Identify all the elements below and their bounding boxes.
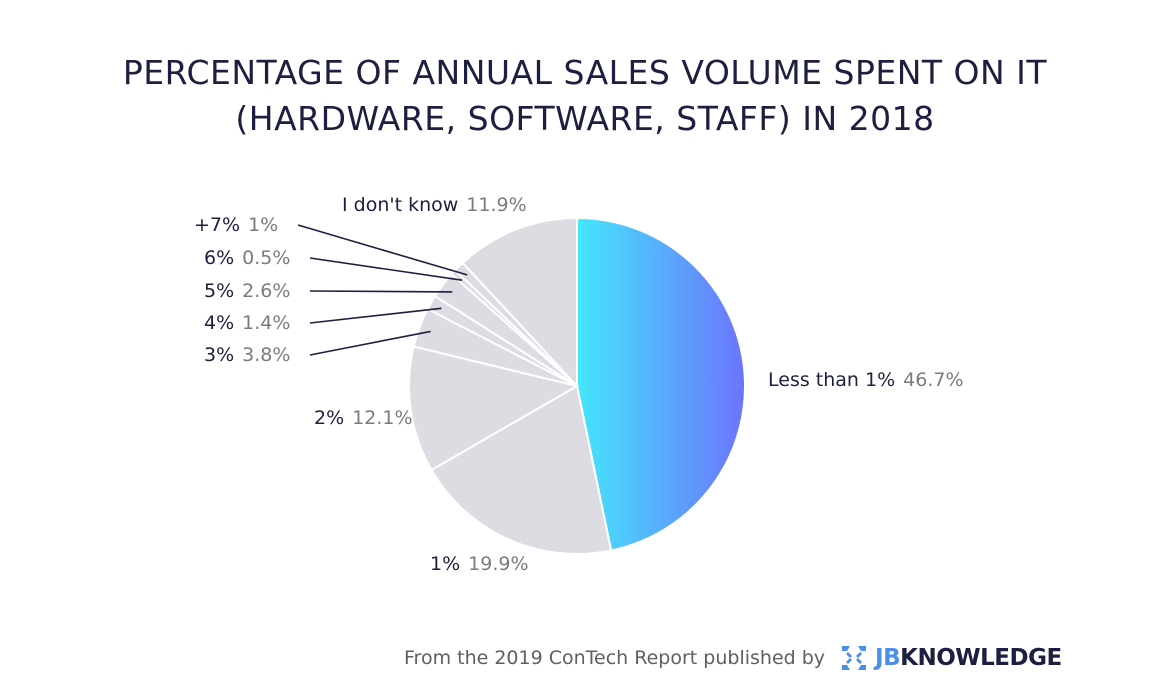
slice-label-7: +7% 1% (194, 214, 278, 236)
slice-category-i-don-t-know: I don't know (342, 194, 458, 216)
slice-category-3: 3% (204, 344, 234, 366)
slice-label-6: 6% 0.5% (204, 247, 290, 269)
leader-line-5 (309, 290, 453, 293)
pie-slice-i-don-t-know (461, 216, 578, 389)
slice-category-5: 5% (204, 280, 234, 302)
slice-category-6: 6% (204, 247, 234, 269)
slice-label-2: 2% 12.1% (314, 407, 413, 429)
slice-value-1: 19.9% (468, 553, 528, 575)
slice-value-less-than-1: 46.7% (903, 369, 963, 391)
footer: From the 2019 ConTech Report published b… (404, 641, 1164, 675)
chart-title-line-2: (HARDWARE, SOFTWARE, STAFF) IN 2018 (235, 99, 935, 138)
logo-suffix: KNOWLEDGE (900, 645, 1062, 671)
slice-value-7: 1% (248, 214, 278, 236)
chart-title-line-1: PERCENTAGE OF ANNUAL SALES VOLUME SPENT … (122, 53, 1048, 92)
jbknowledge-logo: JBKNOWLEDGE (839, 643, 1062, 673)
slice-label-1: 1% 19.9% (430, 553, 529, 575)
slice-value-4: 1.4% (242, 312, 290, 334)
slice-category-7: +7% (194, 214, 240, 236)
pie-slice-2 (408, 345, 580, 472)
pie-slice-1 (430, 384, 613, 555)
slice-value-5: 2.6% (242, 280, 290, 302)
slice-category-less-than-1: Less than 1% (768, 369, 895, 391)
chart-title: PERCENTAGE OF ANNUAL SALES VOLUME SPENT … (0, 50, 1170, 142)
slice-label-i-don-t-know: I don't know 11.9% (342, 194, 527, 216)
leader-line-6 (309, 257, 463, 282)
slice-label-less-than-1: Less than 1% 46.7% (768, 369, 964, 391)
jbknowledge-logo-icon (842, 646, 867, 670)
logo-prefix: JB (875, 645, 901, 671)
pie-slice-less-than-1 (576, 216, 746, 552)
footer-text: From the 2019 ConTech Report published b… (404, 647, 826, 669)
slice-label-3: 3% 3.8% (204, 344, 290, 366)
slice-value-6: 0.5% (242, 247, 290, 269)
slice-label-5: 5% 2.6% (204, 280, 290, 302)
slice-value-3: 3.8% (242, 344, 290, 366)
pie-chart: Less than 1% 46.7% 1% 19.9% 2% 12.1% 3% 3.8% 4% 1… (194, 194, 964, 575)
leader-line-7 (297, 224, 468, 276)
slice-category-4: 4% (204, 312, 234, 334)
leader-line-4 (309, 307, 442, 324)
slice-label-4: 4% 1.4% (204, 312, 290, 334)
slice-value-i-don-t-know: 11.9% (466, 194, 526, 216)
leader-line-3 (309, 330, 431, 356)
slice-category-1: 1% (430, 553, 460, 575)
slice-value-2: 12.1% (352, 407, 412, 429)
slice-category-2: 2% (314, 407, 344, 429)
